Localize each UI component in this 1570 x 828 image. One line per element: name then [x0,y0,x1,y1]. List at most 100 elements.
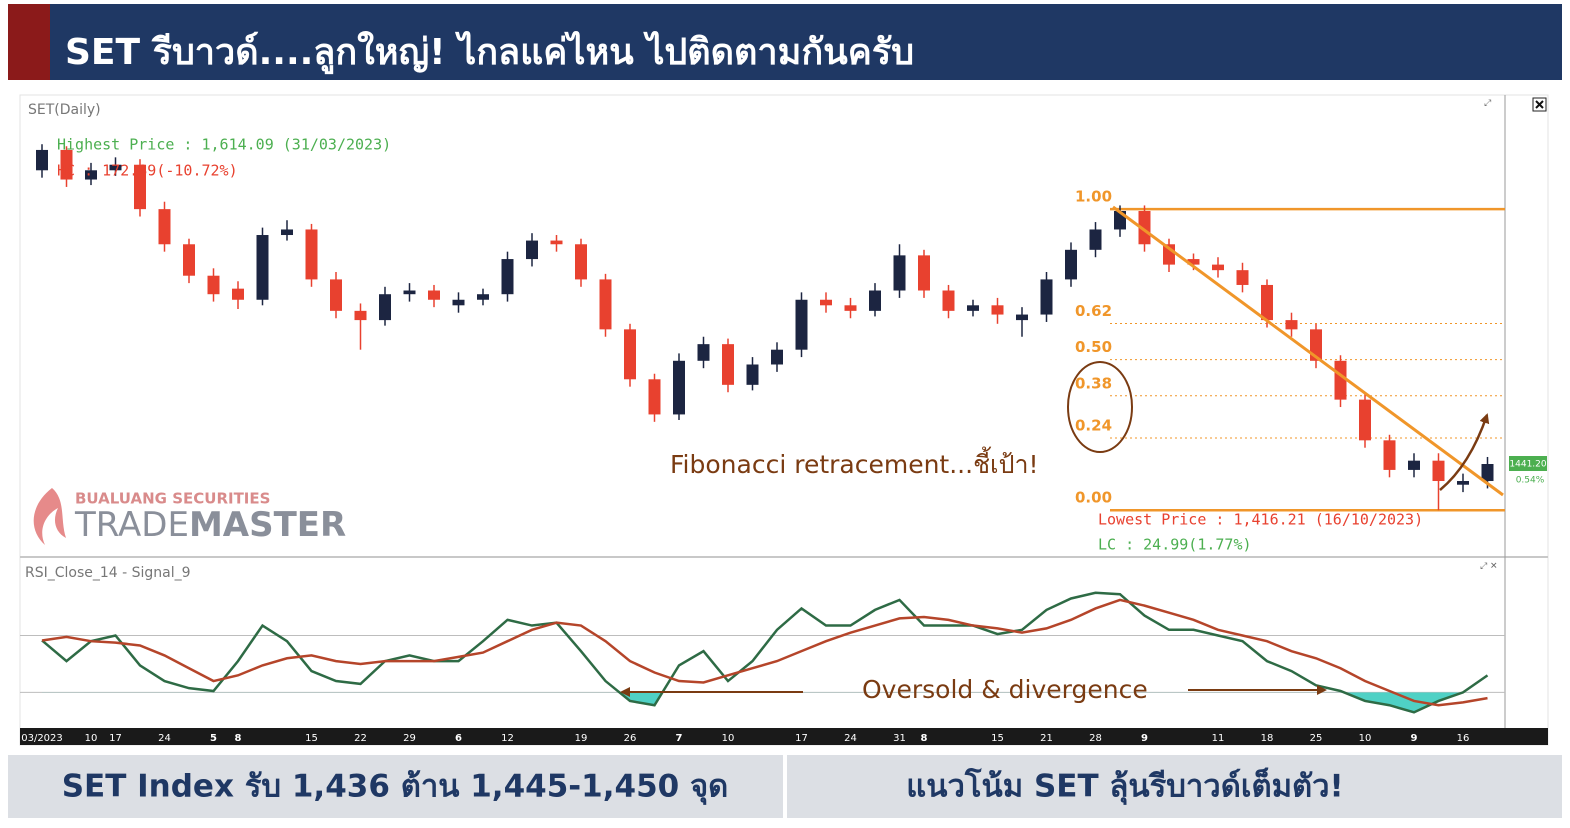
candle-body [36,149,48,171]
x-tick-label: 18 [1261,733,1274,744]
x-tick-label: 6 [455,733,462,744]
price-panel: SET(Daily) 1.00 0.62 0.50 0.38 0.24 0.00 Highes… [28,102,1547,554]
rsi-line [41,598,1488,707]
candle-body [893,255,906,291]
price-annotation: Fibonacci retracement...ชี้เป้า! [670,446,1039,479]
candle-body [207,275,220,295]
candle-body [648,379,661,415]
candle-body [918,255,930,291]
change-label: 0.54% [1516,476,1545,486]
candle-body [1334,360,1347,400]
candle-body [1261,284,1273,321]
candle-body [452,299,465,306]
candle-body [722,344,734,385]
logo-brand-bold: MASTER [189,505,346,545]
candle-body [60,149,73,180]
candle-body [1212,264,1224,271]
candle-body [183,244,195,276]
x-tick-label: 7 [676,733,683,744]
candle-body [403,290,416,295]
footer-left-text: SET Index รับ 1,436 ต้าน 1,445-1,450 จุด [62,769,729,806]
highest-label: Highest Price : 1,614.09 (31/03/2023) [57,136,391,154]
candle-body [379,294,391,321]
header-bar [8,4,1562,80]
trend-line [1112,205,1504,497]
x-tick-label: 15 [305,733,318,744]
x-tick-label: 17 [109,733,122,744]
footer-right-text: แนวโน้ม SET ลุ้นรีบาวด์เต็มตัว! [906,767,1343,806]
x-tick-label: 16 [1457,733,1470,744]
lc-label: LC : 24.99(1.77%) [1098,536,1252,554]
header-accent [8,4,50,80]
candle-body [771,349,783,365]
rsi-line [41,591,1489,714]
x-tick-label: 22 [354,733,367,744]
close-icon [1535,100,1544,109]
x-tick-label: 25 [1310,733,1323,744]
candle-body [477,294,489,300]
footer-right-box [787,755,1562,818]
candle-body [624,329,636,380]
candle-body [991,305,1004,315]
candle-body [550,240,563,245]
candle-body [256,235,269,300]
highlight-circle [1067,361,1133,453]
candle-body [232,288,244,300]
candle-body [428,290,440,300]
fib-label: 0.50 [1075,338,1112,356]
fib-label: 1.00 [1075,188,1112,206]
x-tick-label: 31 [893,733,906,744]
panel-controls[interactable]: ⤢ ✕ [1479,562,1498,572]
candle-body [1089,229,1102,250]
candle-body [869,290,881,311]
x-tick-label: 5 [210,733,217,744]
x-tick-label: 26 [624,733,637,744]
x-tick-label: 10 [722,733,735,744]
x-tick-label: 21 [1040,733,1053,744]
candle-body [1432,460,1445,482]
candle-body [330,279,342,311]
candle-body [1138,210,1151,245]
candle-body [1359,399,1371,441]
panel-expand[interactable]: ⤢ [1483,99,1491,109]
chart-frame [19,94,1549,746]
candle-body [134,164,146,210]
last-price-label: 1441.20 [1509,460,1546,470]
x-tick-label: 9 [1141,733,1148,744]
last-price-tag [1509,456,1547,471]
x-tick-label: 19 [575,733,588,744]
candle-body [967,305,979,311]
candle-body [501,259,514,295]
fib-label: 0.38 [1075,374,1112,392]
x-tick-label: 9 [1411,733,1418,744]
rsi-panel: RSI_Close_14 - Signal_9 [20,565,1505,714]
candle-body [697,344,710,361]
logo-brand: TRADEMASTER [74,505,346,545]
x-tick-label: 17 [795,733,808,744]
x-tick-label: 10 [1359,733,1372,744]
candle-body [1236,270,1249,285]
candle-body [281,229,293,236]
footer-left-box [8,755,783,818]
header-title: SET รีบาวด์....ลูกใหญ่! ไกลแค่ไหน ไปติดต… [65,30,914,75]
fib-label: 0.24 [1075,416,1112,434]
fib-label: 0.00 [1075,489,1112,507]
logo-flame [33,488,66,545]
candle-body [820,299,832,306]
logo-company: BUALUANG SECURITIES [75,490,270,508]
x-tick-label: 11 [1212,733,1225,744]
x-tick-label: 24 [158,733,171,744]
x-tick-label: 29 [403,733,416,744]
candle-body [844,305,857,311]
fib-label: 0.62 [1075,302,1112,320]
logo-brand-light: TRADE [74,505,189,545]
lowest-label: Lowest Price : 1,416.21 (16/10/2023) [1098,511,1423,529]
x-axis: 03/2023 10 17 24 5 8 15 22 29 6 12 19 26 7 10 17 24 31 8 15… [21,733,1469,744]
x-tick-label: 10 [85,733,98,744]
candle-body [575,244,587,280]
rsi-title: RSI_Close_14 - Signal_9 [25,565,191,581]
candle-body [673,360,685,415]
